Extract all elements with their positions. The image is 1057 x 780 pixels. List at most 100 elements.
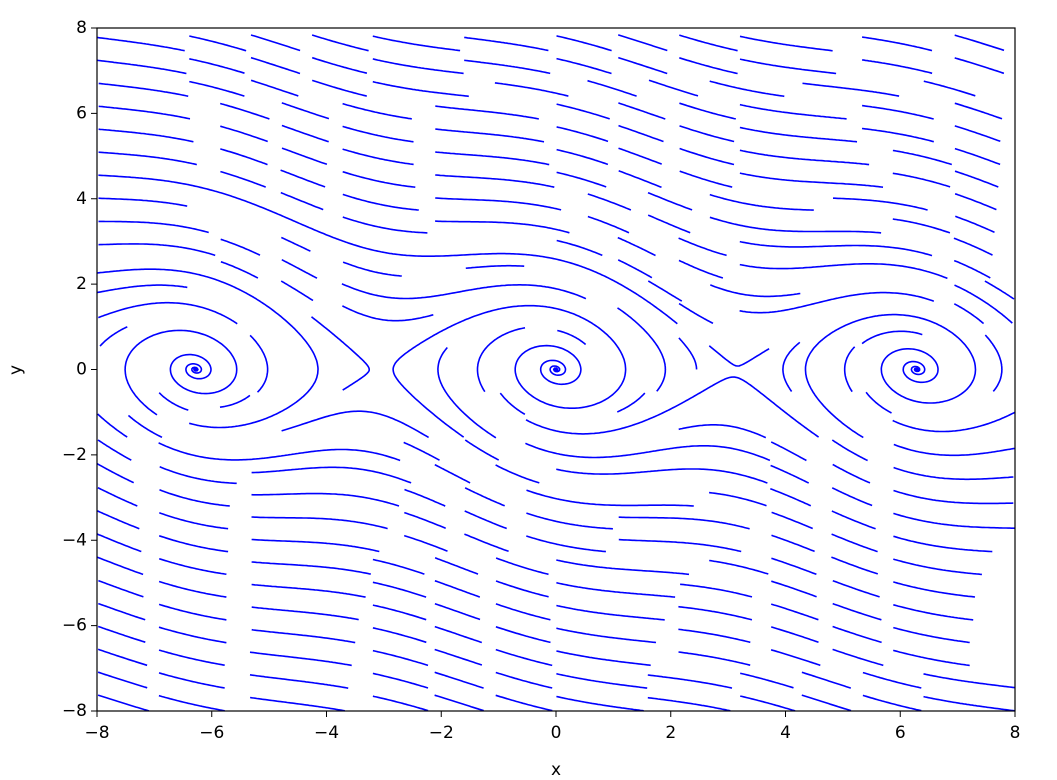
streamline — [434, 694, 484, 712]
streamline — [862, 36, 933, 52]
streamline — [403, 441, 440, 461]
streamline — [495, 694, 553, 712]
streamline — [893, 535, 993, 553]
streamline — [832, 579, 880, 598]
streamline — [281, 258, 318, 279]
x-tick-label: −8 — [84, 723, 109, 743]
streamline — [494, 82, 569, 97]
streamline — [832, 463, 871, 484]
streamline — [372, 581, 427, 598]
streamline — [392, 304, 627, 438]
streamline — [98, 602, 146, 621]
streamline — [954, 284, 1013, 324]
streamline — [770, 603, 819, 621]
streamline — [434, 648, 483, 666]
streamline — [618, 170, 662, 189]
streamline — [923, 80, 976, 97]
streamline — [251, 583, 366, 598]
streamline — [556, 468, 768, 484]
streamline — [557, 329, 587, 346]
streamline — [954, 193, 997, 211]
streamline — [342, 305, 434, 322]
streamline — [97, 439, 132, 461]
streamline — [251, 561, 371, 575]
streamline — [526, 489, 694, 507]
y-tick-label: 2 — [76, 274, 87, 294]
streamline — [954, 34, 1005, 52]
streamline — [802, 82, 900, 97]
streamline — [311, 34, 369, 52]
streamline — [556, 103, 610, 120]
streamline — [617, 34, 668, 52]
streamline — [342, 171, 416, 188]
streamline — [495, 648, 553, 667]
streamline — [249, 334, 269, 393]
streamline — [865, 391, 892, 414]
streamline — [587, 215, 630, 234]
x-tick-label: 6 — [895, 723, 906, 743]
streamline — [372, 558, 425, 575]
streamline — [97, 694, 150, 712]
streamline — [98, 105, 191, 120]
streamline — [893, 649, 970, 667]
streamline — [709, 216, 882, 234]
streamline — [96, 556, 144, 576]
streamline — [98, 243, 216, 257]
streamline — [832, 648, 884, 667]
streamline — [251, 628, 356, 644]
streamline — [96, 36, 185, 52]
streamline — [311, 79, 367, 97]
y-tick-label: −4 — [62, 530, 87, 550]
streamline — [833, 197, 928, 211]
streamline — [98, 220, 209, 234]
streamline — [281, 147, 328, 166]
streamline — [435, 105, 539, 120]
streamline — [342, 102, 412, 120]
streamline — [678, 337, 698, 370]
streamline — [923, 695, 1015, 712]
streamline — [372, 627, 427, 644]
streamline — [739, 126, 858, 143]
streamline — [96, 462, 135, 484]
streamline — [219, 394, 251, 408]
streamline — [739, 103, 847, 120]
streamline — [862, 671, 922, 689]
x-tick-label: −4 — [314, 723, 339, 743]
streamline — [556, 650, 651, 667]
streamline — [251, 516, 388, 530]
streamline — [556, 148, 609, 166]
streamline — [678, 605, 753, 621]
streamline — [771, 534, 815, 553]
streamline — [678, 651, 751, 666]
streamline — [249, 651, 352, 667]
streamline — [861, 330, 923, 345]
streamline — [679, 57, 738, 75]
streamline — [98, 579, 144, 598]
streamline — [98, 301, 238, 325]
streamline — [526, 512, 613, 530]
streamline — [678, 628, 751, 644]
streamline — [679, 102, 736, 120]
streamline — [97, 625, 146, 643]
streamline — [831, 487, 873, 507]
streamline — [159, 512, 229, 530]
streamline — [311, 316, 370, 391]
streamline — [158, 694, 225, 712]
streamline — [251, 466, 412, 484]
streamline — [739, 35, 833, 52]
streamline — [955, 215, 995, 234]
streamline — [618, 147, 662, 165]
streamline — [98, 197, 188, 207]
y-tick-label: 8 — [76, 18, 87, 38]
y-tick-label: −8 — [62, 701, 87, 721]
streamline — [372, 35, 461, 52]
streamline — [526, 535, 606, 553]
streamline — [954, 170, 999, 188]
streamline — [220, 238, 261, 256]
streamline — [647, 280, 683, 302]
streamline — [618, 516, 750, 530]
streamline — [311, 56, 368, 74]
streamline — [158, 580, 227, 598]
streamline — [618, 102, 666, 120]
streamline — [770, 649, 821, 667]
